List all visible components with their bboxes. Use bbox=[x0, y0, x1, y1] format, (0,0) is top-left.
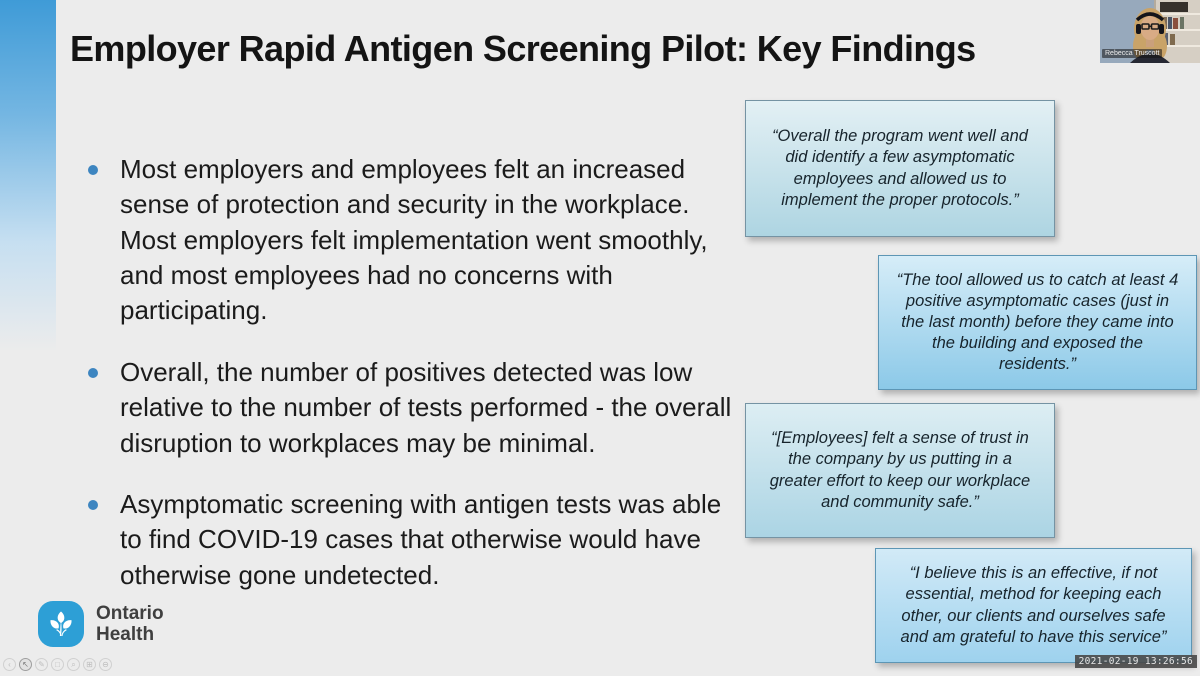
grid-icon[interactable]: ⊞ bbox=[83, 658, 96, 671]
bullet-item: Most employers and employees felt an inc… bbox=[88, 152, 740, 329]
pointer-icon[interactable]: ↖ bbox=[19, 658, 32, 671]
webcam-thumbnail[interactable]: Rebecca Truscott bbox=[1100, 0, 1200, 63]
bullet-text: Overall, the number of positives detecte… bbox=[120, 356, 732, 458]
bullet-text: Asymptomatic screening with antigen test… bbox=[120, 488, 722, 590]
minimize-icon[interactable]: ⊖ bbox=[99, 658, 112, 671]
trillium-icon bbox=[38, 601, 84, 647]
chevron-left-icon[interactable]: ‹ bbox=[3, 658, 16, 671]
participant-name-label: Rebecca Truscott bbox=[1102, 49, 1163, 58]
recording-timestamp: 2021-02-19 13:26:56 bbox=[1074, 655, 1197, 668]
bullet-dot-icon bbox=[88, 367, 98, 378]
logo-line-2: Health bbox=[96, 624, 155, 645]
bullet-item: Overall, the number of positives detecte… bbox=[88, 355, 740, 461]
ontario-health-logo: Ontario Health bbox=[38, 601, 164, 647]
annotation-toolbar: ‹ ↖ ✎ □ ⌕ ⊞ ⊖ bbox=[3, 658, 112, 671]
pen-icon[interactable]: ✎ bbox=[35, 658, 48, 671]
quote-box-2: “The tool allowed us to catch at least 4… bbox=[878, 255, 1197, 390]
bullet-dot-icon bbox=[88, 165, 98, 175]
slide-title: Employer Rapid Antigen Screening Pilot: … bbox=[70, 28, 976, 69]
ontario-health-wordmark: Ontario Health bbox=[96, 603, 164, 646]
snapshot-icon[interactable]: □ bbox=[51, 658, 64, 671]
quote-box-3: “[Employees] felt a sense of trust in th… bbox=[745, 403, 1055, 538]
quote-box-1: “Overall the program went well and did i… bbox=[745, 100, 1055, 237]
quote-box-4: “I believe this is an effective, if not … bbox=[875, 548, 1192, 663]
logo-line-1: Ontario bbox=[96, 602, 164, 624]
zoom-icon[interactable]: ⌕ bbox=[67, 658, 80, 671]
slide-left-gradient-decoration bbox=[0, 0, 56, 440]
bullet-item: Asymptomatic screening with antigen test… bbox=[88, 487, 740, 593]
bullet-dot-icon bbox=[88, 499, 98, 510]
bullet-text: Most employers and employees felt an inc… bbox=[120, 154, 708, 326]
bullet-list: Most employers and employees felt an inc… bbox=[88, 152, 740, 619]
